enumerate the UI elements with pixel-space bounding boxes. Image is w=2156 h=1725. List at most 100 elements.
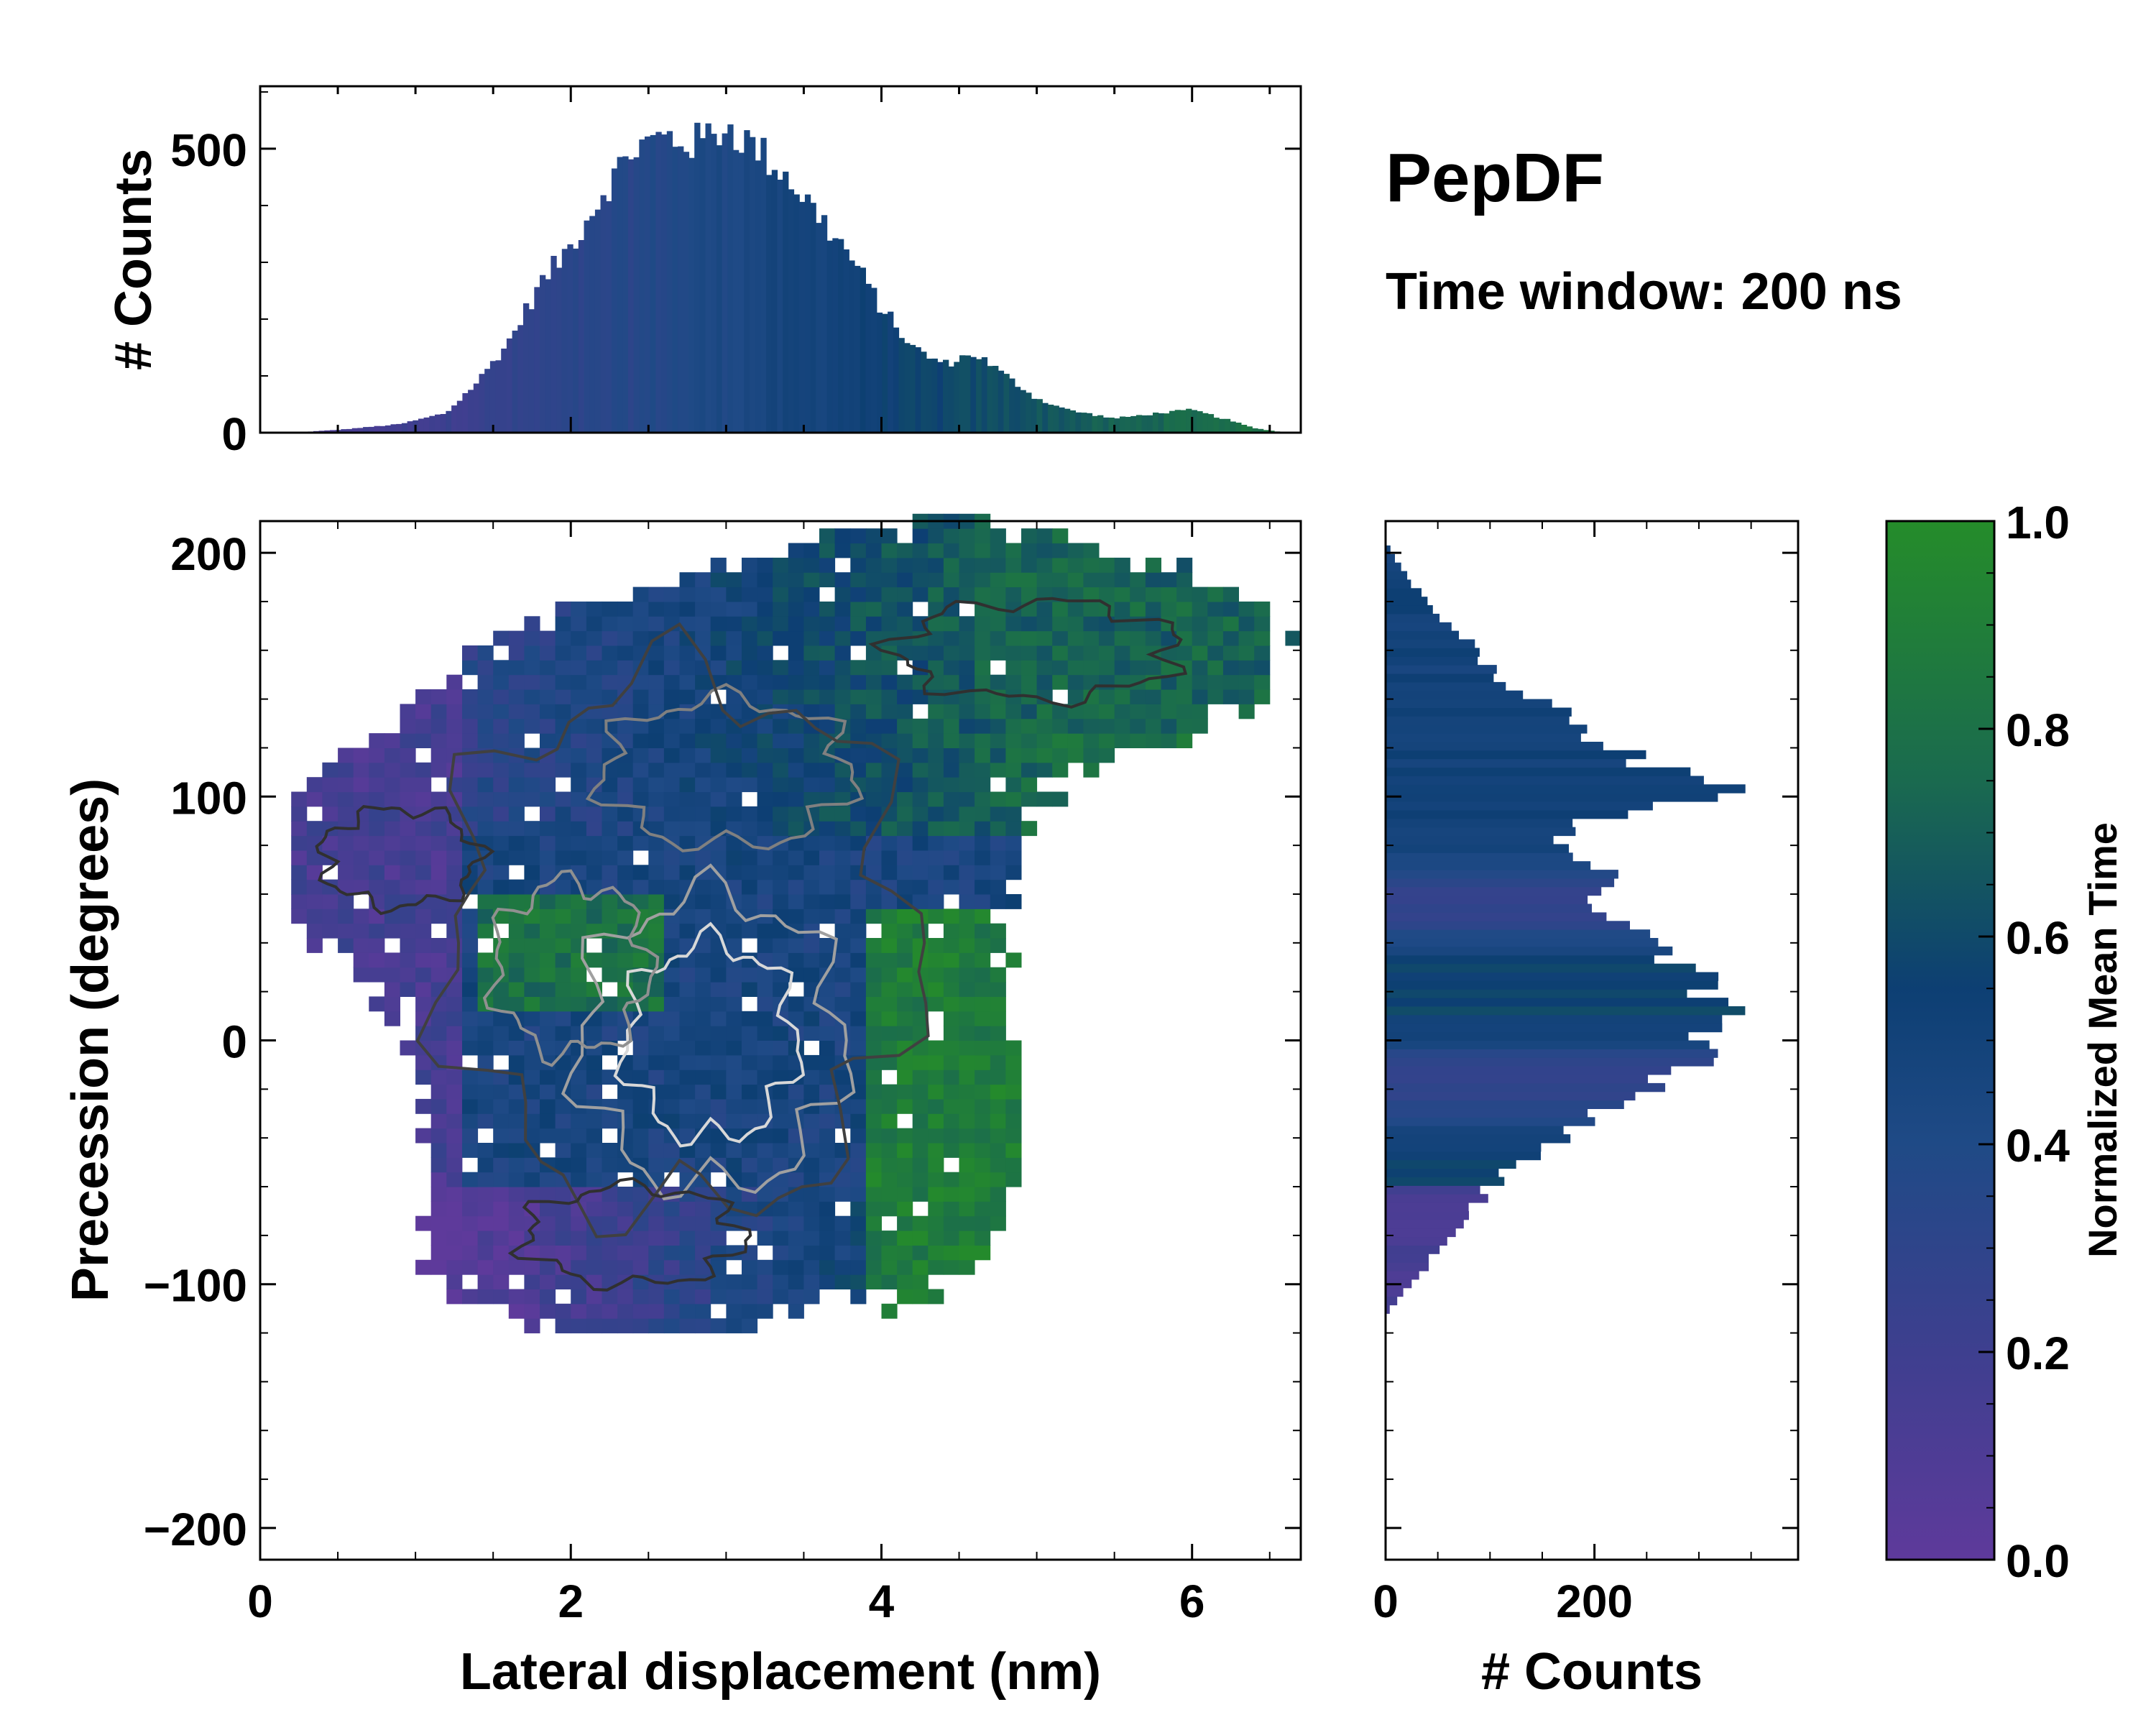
- heatmap-cell: [555, 762, 571, 778]
- heatmap-cell: [943, 645, 959, 661]
- heatmap-cell: [679, 660, 696, 676]
- heatmap-cell: [446, 689, 463, 704]
- heatmap-cell: [928, 1215, 944, 1231]
- heatmap-cell: [788, 1259, 804, 1275]
- heatmap-cell: [679, 821, 696, 837]
- heatmap-cell: [803, 791, 820, 807]
- heatmap-cell: [369, 923, 385, 939]
- colorbar-tick-label: 0.8: [2006, 704, 2070, 756]
- heatmap-cell: [415, 1215, 432, 1231]
- heatmap-cell: [959, 1201, 975, 1217]
- heatmap-cell: [555, 1318, 571, 1334]
- heatmap-cell: [975, 1098, 991, 1114]
- heatmap-cell: [632, 952, 649, 968]
- right-histogram-bar: [1386, 1151, 1541, 1161]
- heatmap-cell: [430, 952, 447, 968]
- heatmap-cell: [586, 908, 602, 924]
- heatmap-cell: [834, 543, 851, 558]
- heatmap-cell: [742, 967, 758, 983]
- heatmap-cell: [726, 1054, 742, 1070]
- heatmap-cell: [695, 718, 711, 734]
- heatmap-cell: [1005, 704, 1022, 719]
- heatmap-cell: [1145, 557, 1161, 573]
- heatmap-cell: [540, 733, 556, 748]
- heatmap-cell: [1192, 674, 1208, 690]
- heatmap-cell: [1192, 689, 1208, 704]
- heatmap-cell: [757, 616, 773, 632]
- heatmap-cell: [540, 630, 556, 646]
- heatmap-cell: [493, 850, 510, 865]
- heatmap-cell: [571, 967, 587, 983]
- heatmap-cell: [834, 952, 851, 968]
- heatmap-cell: [742, 879, 758, 895]
- heatmap-cell: [975, 1040, 991, 1056]
- top-histogram-bar: [456, 400, 464, 433]
- heatmap-cell: [462, 1040, 479, 1056]
- heatmap-cell: [462, 718, 479, 734]
- top-histogram-bar: [341, 429, 347, 433]
- heatmap-cell: [850, 1215, 867, 1231]
- heatmap-cell: [1036, 557, 1053, 573]
- heatmap-cell: [415, 1070, 432, 1085]
- heatmap-cell: [369, 952, 385, 968]
- heatmap-cell: [679, 674, 696, 690]
- heatmap-cell: [632, 718, 649, 734]
- heatmap-cell: [819, 718, 836, 734]
- heatmap-cell: [384, 923, 400, 939]
- heatmap-cell: [1083, 572, 1100, 588]
- heatmap-cell: [540, 1026, 556, 1041]
- heatmap-cell: [430, 1084, 447, 1100]
- right-histogram-bar: [1386, 1210, 1469, 1220]
- heatmap-cell: [834, 835, 851, 851]
- heatmap-cell: [773, 718, 789, 734]
- heatmap-cell: [1052, 660, 1069, 676]
- heatmap-cell: [850, 1274, 867, 1289]
- heatmap-cell: [632, 1157, 649, 1173]
- heatmap-cell: [586, 1054, 602, 1070]
- heatmap-cell: [446, 1230, 463, 1246]
- heatmap-cell: [477, 894, 494, 909]
- heatmap-cell: [726, 572, 742, 588]
- top-histogram-bar: [1009, 378, 1015, 433]
- heatmap-cell: [865, 572, 882, 588]
- heatmap-cell: [710, 952, 727, 968]
- heatmap-cell: [663, 601, 680, 617]
- heatmap-cell: [1005, 586, 1022, 602]
- heatmap-cell: [555, 894, 571, 909]
- heatmap-cell: [524, 1098, 540, 1114]
- heatmap-cell: [975, 630, 991, 646]
- heatmap-cell: [834, 762, 851, 778]
- heatmap-cell: [353, 850, 369, 865]
- right-histogram-bar: [1386, 963, 1696, 973]
- top-histogram-bar: [777, 180, 783, 433]
- heatmap-cell: [865, 952, 882, 968]
- heatmap-cell: [928, 1084, 944, 1100]
- heatmap-cell: [508, 1084, 525, 1100]
- heatmap-cell: [338, 865, 354, 880]
- heatmap-cell: [943, 791, 959, 807]
- heatmap-cell: [540, 1098, 556, 1114]
- heatmap-cell: [897, 601, 913, 617]
- heatmap-cell: [819, 1157, 836, 1173]
- heatmap-cell: [695, 821, 711, 837]
- heatmap-cell: [524, 1289, 540, 1305]
- heatmap-cell: [1083, 601, 1100, 617]
- heatmap-cell: [742, 1303, 758, 1319]
- heatmap-cell: [508, 630, 525, 646]
- top-histogram-bar: [357, 428, 364, 433]
- heatmap-cell: [788, 821, 804, 837]
- heatmap-cell: [897, 1070, 913, 1085]
- heatmap-cell: [508, 1054, 525, 1070]
- heatmap-cell: [586, 762, 602, 778]
- heatmap-cell: [400, 982, 416, 997]
- heatmap-cell: [477, 908, 494, 924]
- heatmap-cell: [508, 645, 525, 661]
- top-histogram-bar: [722, 133, 728, 433]
- right-histogram-bar: [1386, 886, 1602, 896]
- heatmap-cell: [462, 1098, 479, 1114]
- heatmap-contour: [507, 1177, 752, 1292]
- heatmap-cell: [586, 1143, 602, 1158]
- heatmap-cell: [430, 1245, 447, 1261]
- right-histogram-bar: [1386, 895, 1588, 905]
- right-histogram-bar: [1386, 921, 1630, 930]
